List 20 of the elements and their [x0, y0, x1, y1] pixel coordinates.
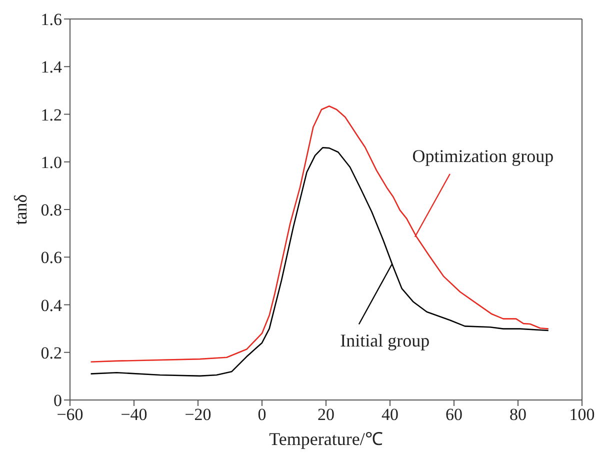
- y-tick-label: 0.8: [40, 200, 62, 220]
- y-tick-label: 1.2: [40, 105, 62, 124]
- y-tick-label: 1.6: [40, 10, 62, 30]
- x-tick-label: 40: [382, 405, 398, 424]
- x-tick-label: −40: [120, 405, 148, 424]
- x-tick-label: 60: [446, 405, 462, 424]
- y-tick-label: 1.0: [40, 152, 62, 172]
- x-tick-label: 80: [510, 405, 526, 424]
- x-tick-label: −20: [184, 405, 212, 424]
- x-tick-label: 100: [569, 405, 595, 424]
- y-axis-title: tanδ: [10, 194, 30, 225]
- x-tick-label: 20: [318, 405, 334, 424]
- y-tick-label: 0.6: [40, 248, 62, 268]
- annotation: Initial group: [340, 330, 430, 350]
- y-tick-label: 0.4: [40, 296, 62, 315]
- y-tick-label: 0.2: [40, 343, 62, 362]
- x-axis-title: Temperature/℃: [269, 429, 383, 449]
- y-tick-label: 1.4: [40, 58, 62, 77]
- x-tick-label: 0: [258, 405, 266, 424]
- annotation: Optimization group: [412, 146, 554, 166]
